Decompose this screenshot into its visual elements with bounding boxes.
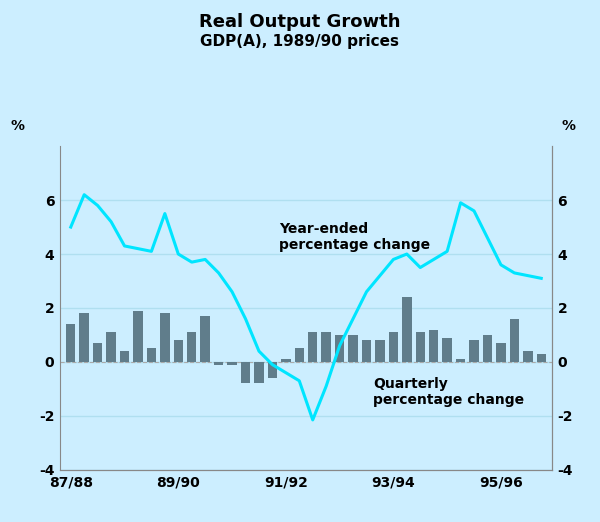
Text: %: % [11,119,25,133]
Text: %: % [562,119,576,133]
Bar [254,362,263,384]
Text: Quarterly
percentage change: Quarterly percentage change [373,377,524,407]
Bar [147,349,156,362]
Bar [349,335,358,362]
Bar [402,297,412,362]
Bar [523,351,533,362]
Bar [362,340,371,362]
Bar [106,333,116,362]
Bar [268,362,277,378]
Bar [66,324,76,362]
Bar [389,333,398,362]
Bar [308,333,317,362]
Bar [120,351,129,362]
Text: GDP(A), 1989/90 prices: GDP(A), 1989/90 prices [200,34,400,49]
Bar [214,362,223,365]
Bar [187,333,196,362]
Bar [93,343,103,362]
Bar [322,333,331,362]
Bar [173,340,183,362]
Bar [442,338,452,362]
Bar [160,313,170,362]
Bar [509,319,519,362]
Bar [241,362,250,384]
Bar [416,333,425,362]
Bar [375,340,385,362]
Bar [496,343,506,362]
Bar [536,354,546,362]
Bar [79,313,89,362]
Bar [429,329,439,362]
Bar [335,335,344,362]
Text: Real Output Growth: Real Output Growth [199,13,401,31]
Text: Year-ended
percentage change: Year-ended percentage change [279,222,430,252]
Bar [295,349,304,362]
Bar [133,311,143,362]
Bar [281,359,290,362]
Bar [483,335,492,362]
Bar [456,359,465,362]
Bar [227,362,237,365]
Bar [469,340,479,362]
Bar [200,316,210,362]
